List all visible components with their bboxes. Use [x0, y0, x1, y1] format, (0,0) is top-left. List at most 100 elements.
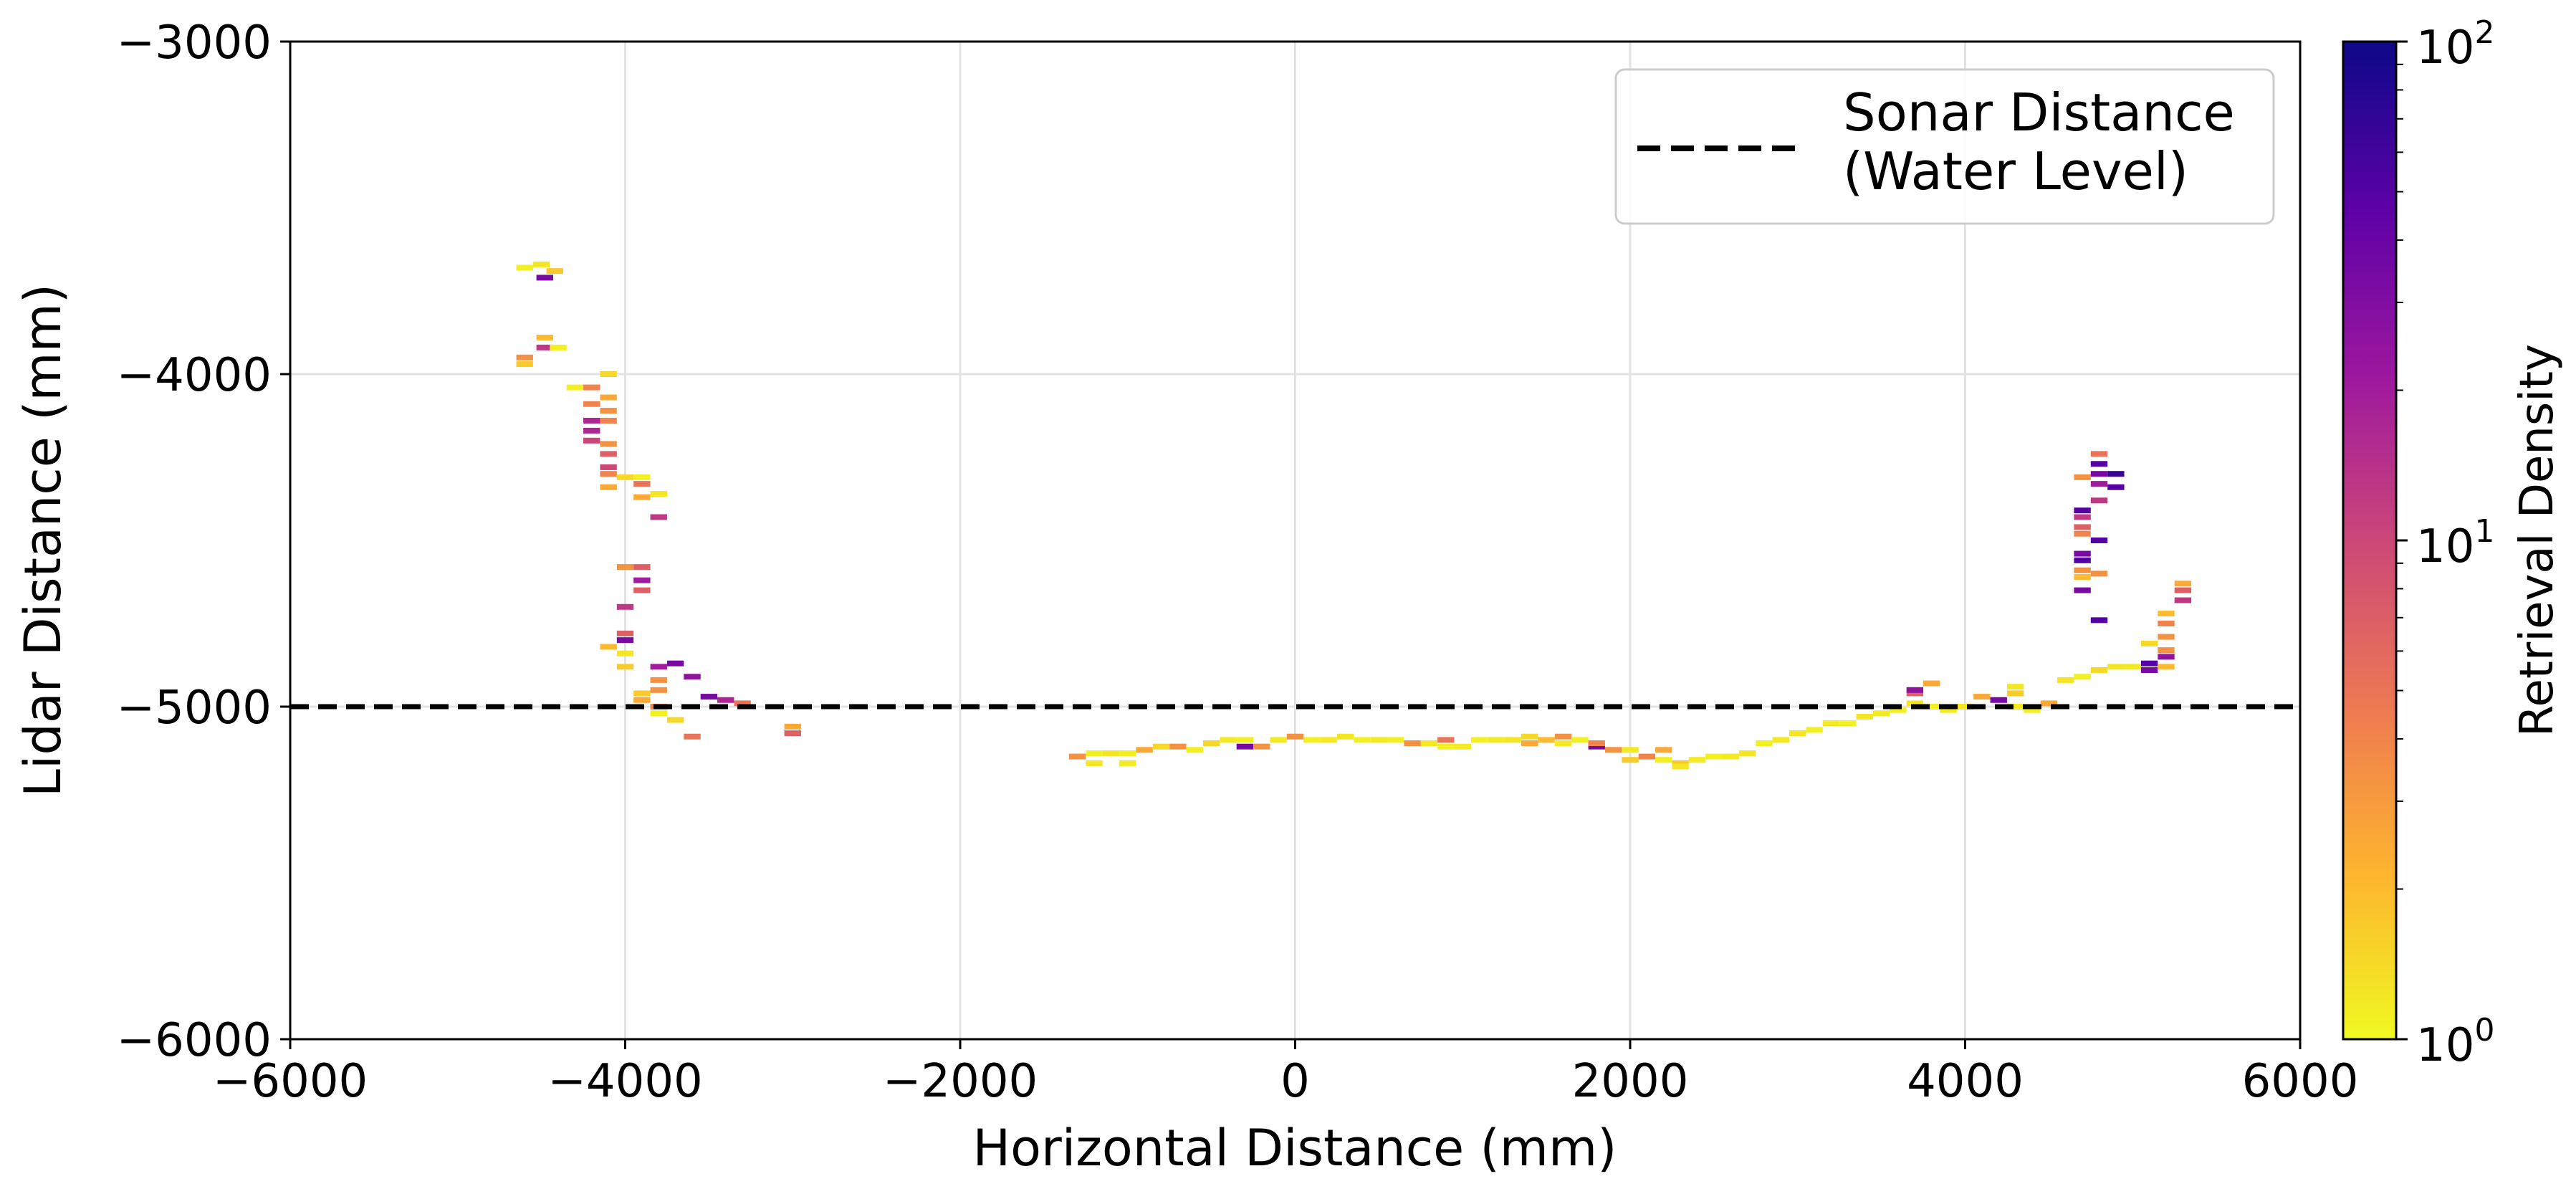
density-cell [600, 441, 617, 447]
density-cell [1186, 747, 1203, 753]
density-cell [600, 464, 617, 470]
density-cell [1119, 760, 1136, 766]
density-cell [1571, 737, 1589, 743]
density-cell [536, 334, 553, 340]
density-cell [2074, 530, 2091, 537]
density-cell [2074, 587, 2091, 593]
density-cell [550, 344, 567, 350]
density-cell [2074, 524, 2091, 530]
density-cell [1102, 750, 1120, 756]
density-cell [684, 674, 701, 680]
density-cell [583, 427, 600, 434]
legend-box [1614, 68, 2275, 225]
density-cell [2158, 647, 2175, 654]
density-cell [666, 717, 684, 723]
density-cell [1086, 750, 1103, 756]
density-cell [2107, 471, 2125, 477]
x-axis-ticks: −6000 −4000 −2000 0 2000 4000 6000 [213, 1039, 2358, 1108]
density-cell [1923, 680, 1940, 687]
density-cell [1705, 753, 1723, 760]
density-cell [2158, 664, 2175, 670]
density-cell [633, 577, 651, 583]
density-cell [616, 650, 634, 656]
density-cell [1488, 737, 1505, 743]
colorbar-tick-label: 102 [2416, 14, 2494, 75]
density-cell [600, 451, 617, 457]
density-cell [1504, 737, 1522, 743]
density-cell [1655, 757, 1672, 763]
x-tick-label: −2000 [883, 1055, 1038, 1108]
density-cell [1956, 704, 1974, 710]
density-cell [516, 354, 533, 360]
density-cell [1604, 747, 1622, 753]
density-cell [546, 268, 564, 274]
density-cell [516, 264, 533, 271]
density-cell [1253, 743, 1270, 750]
density-cell [2158, 621, 2175, 626]
density-cell [536, 344, 553, 350]
density-cell [734, 700, 751, 707]
density-cell [1521, 733, 1538, 740]
density-cell [717, 697, 734, 703]
density-cell [2090, 617, 2108, 624]
density-cell [532, 261, 550, 267]
colorbar-tick-label: 101 [2416, 513, 2494, 573]
y-tick-label: −3000 [117, 16, 272, 70]
x-tick-label: 2000 [1572, 1055, 1689, 1108]
density-cell [666, 660, 684, 667]
density-cell [600, 484, 617, 490]
density-cell [633, 481, 651, 487]
density-cell [600, 417, 617, 424]
density-cell [1772, 737, 1790, 743]
x-axis-title: Horizontal Distance (mm) [973, 1119, 1617, 1178]
colorbar-bar [2342, 40, 2398, 1041]
density-cell [1336, 733, 1354, 740]
density-cell [1722, 753, 1739, 760]
density-cell [1119, 750, 1136, 756]
density-cell [616, 564, 634, 570]
density-cell [1136, 747, 1153, 753]
density-cell [2024, 707, 2041, 713]
density-cell [2074, 507, 2091, 514]
density-cell [650, 514, 667, 520]
density-cell [1086, 760, 1103, 766]
x-tick-label: −6000 [213, 1055, 368, 1108]
density-cell [2174, 597, 2192, 603]
density-cell [1236, 743, 1254, 750]
density-cell [2074, 557, 2091, 563]
density-cell [2158, 634, 2175, 640]
density-cell [1320, 737, 1337, 743]
density-cell [1906, 700, 1924, 707]
density-cell [1622, 757, 1639, 763]
density-cell [2090, 667, 2108, 673]
density-cell [2174, 587, 2192, 593]
density-cell [1856, 713, 1873, 720]
density-cell [516, 361, 533, 368]
density-cell [1940, 707, 1957, 713]
density-cell [2140, 660, 2158, 667]
density-cell [1738, 750, 1756, 756]
density-cell [633, 474, 651, 480]
legend-label-line2: (Water Level) [1843, 141, 2188, 201]
density-cell [650, 491, 667, 497]
density-cell [1286, 733, 1304, 740]
density-cell [2074, 674, 2091, 680]
density-cell [2074, 550, 2091, 557]
density-cell [616, 630, 634, 636]
density-cell [1220, 737, 1237, 743]
density-cell [1236, 737, 1254, 743]
density-cell [1420, 740, 1438, 747]
x-tick-label: 0 [1280, 1055, 1310, 1108]
y-tick-label: −4000 [117, 349, 272, 402]
density-cell [784, 723, 801, 730]
density-cell [583, 384, 600, 391]
density-cell [2140, 667, 2158, 673]
density-cell [583, 401, 600, 407]
density-cell [2158, 611, 2175, 617]
density-cell [600, 644, 617, 650]
colorbar-ticks: 100 101 102 [2396, 14, 2494, 1072]
density-cell [2090, 481, 2108, 487]
density-cell [650, 687, 667, 693]
density-cell [1588, 740, 1605, 747]
density-cell [684, 733, 701, 740]
